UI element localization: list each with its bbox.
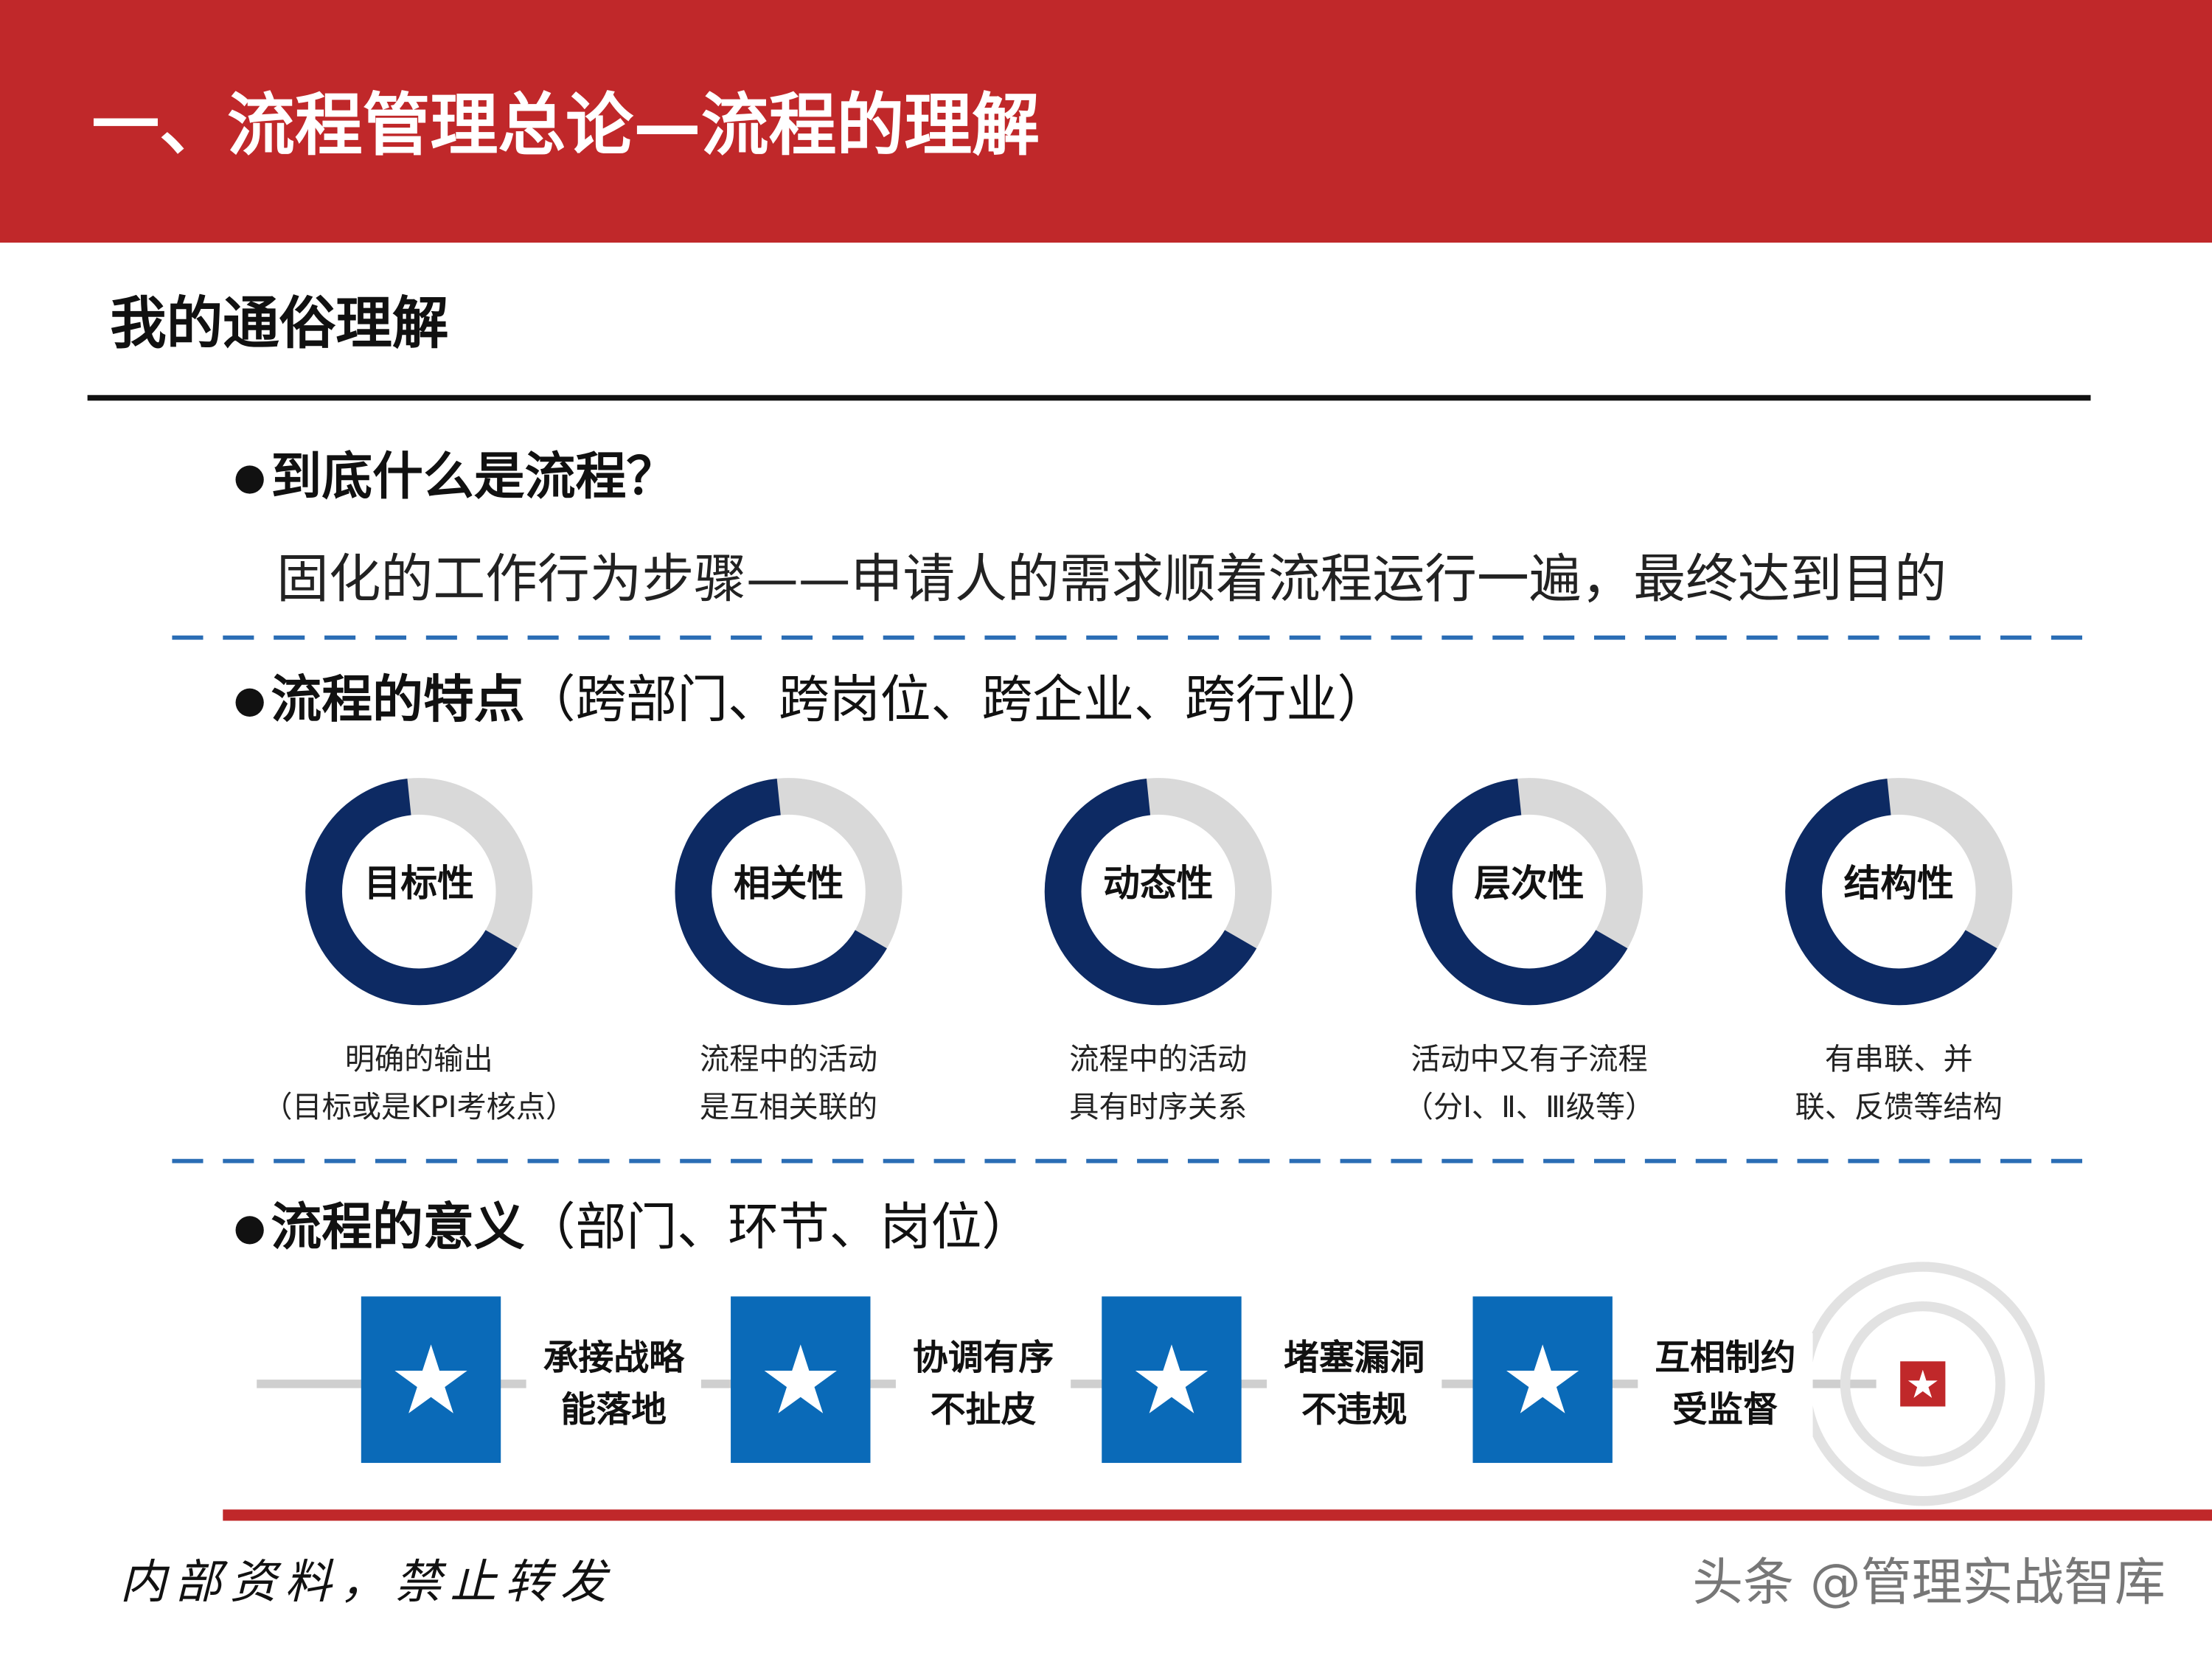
step-text: 不违规 [1301,1390,1408,1430]
step-text: 互相制约 [1655,1338,1795,1378]
features-heading: 流程的特点 [271,670,524,729]
target-ring [1840,1301,2006,1467]
question-answer: 固化的工作行为步骤——申请人的需求顺着流程运行一遍，最终达到目的 [276,549,1947,610]
feature-label: 层次性 [1474,862,1584,905]
donut-arc [1044,778,1272,1006]
feature-desc: 联、反馈等结构 [1795,1091,2003,1124]
significance-heading: 流程的意义 [271,1197,524,1256]
significance-heading-line: 流程的意义（部门、环节、岗位） [271,1197,1032,1256]
feature-desc: 明确的输出 [345,1043,493,1077]
header-bar [0,0,2212,243]
feature-label: 相关性 [734,862,844,905]
feature-desc: 有串联、并 [1825,1043,1973,1077]
feature-desc: （目标或是KPI考核点） [262,1091,575,1124]
watermark: 头条 @管理实战智库 [1692,1554,2166,1613]
step-text-bg [895,1333,1071,1441]
step-text: 堵塞漏洞 [1284,1338,1425,1378]
footer-notice: 内部资料，禁止转发 [120,1554,615,1609]
feature-desc: （分Ⅰ、Ⅱ、Ⅲ级等） [1404,1091,1655,1124]
bullet [235,465,264,494]
question-heading: 到底什么是流程？ [271,448,677,507]
feature-desc: 具有时序关系 [1069,1091,1247,1124]
step-text-bg [526,1333,701,1441]
feature-label: 目标性 [364,862,474,905]
feature-label: 结构性 [1844,862,1954,905]
features: 目标性明确的输出（目标或是KPI考核点）相关性流程中的活动是互相关联的动态性流程… [262,778,2013,1124]
significance-note: （部门、环节、岗位） [525,1197,1033,1256]
step-text: 协调有序 [913,1338,1054,1378]
step-text: 不扯皮 [931,1390,1037,1430]
bullet [235,688,264,717]
step-text-bg [1267,1333,1442,1441]
features-heading-line: 流程的特点（跨部门、跨岗位、跨企业、跨行业） [271,670,1388,729]
step-text: 承接战略 [543,1338,685,1378]
step-text-bg [1638,1333,1813,1441]
section-title: 我的通俗理解 [110,291,448,357]
step-text: 受监督 [1672,1390,1778,1430]
feature-desc: 活动中又有子流程 [1411,1043,1647,1077]
donut-arc [305,778,533,1006]
donut-arc [1415,778,1643,1006]
feature-label: 动态性 [1103,862,1213,905]
feature-desc: 流程中的活动 [700,1043,877,1077]
feature-desc: 流程中的活动 [1069,1043,1247,1077]
features-note: （跨部门、跨岗位、跨企业、跨行业） [525,670,1388,729]
header-title: 一、流程管理总论—流程的理解 [91,86,1040,164]
bullet [235,1216,264,1245]
donut-arc [675,778,902,1006]
feature-desc: 是互相关联的 [700,1091,877,1124]
step-text: 能落地 [561,1390,667,1430]
